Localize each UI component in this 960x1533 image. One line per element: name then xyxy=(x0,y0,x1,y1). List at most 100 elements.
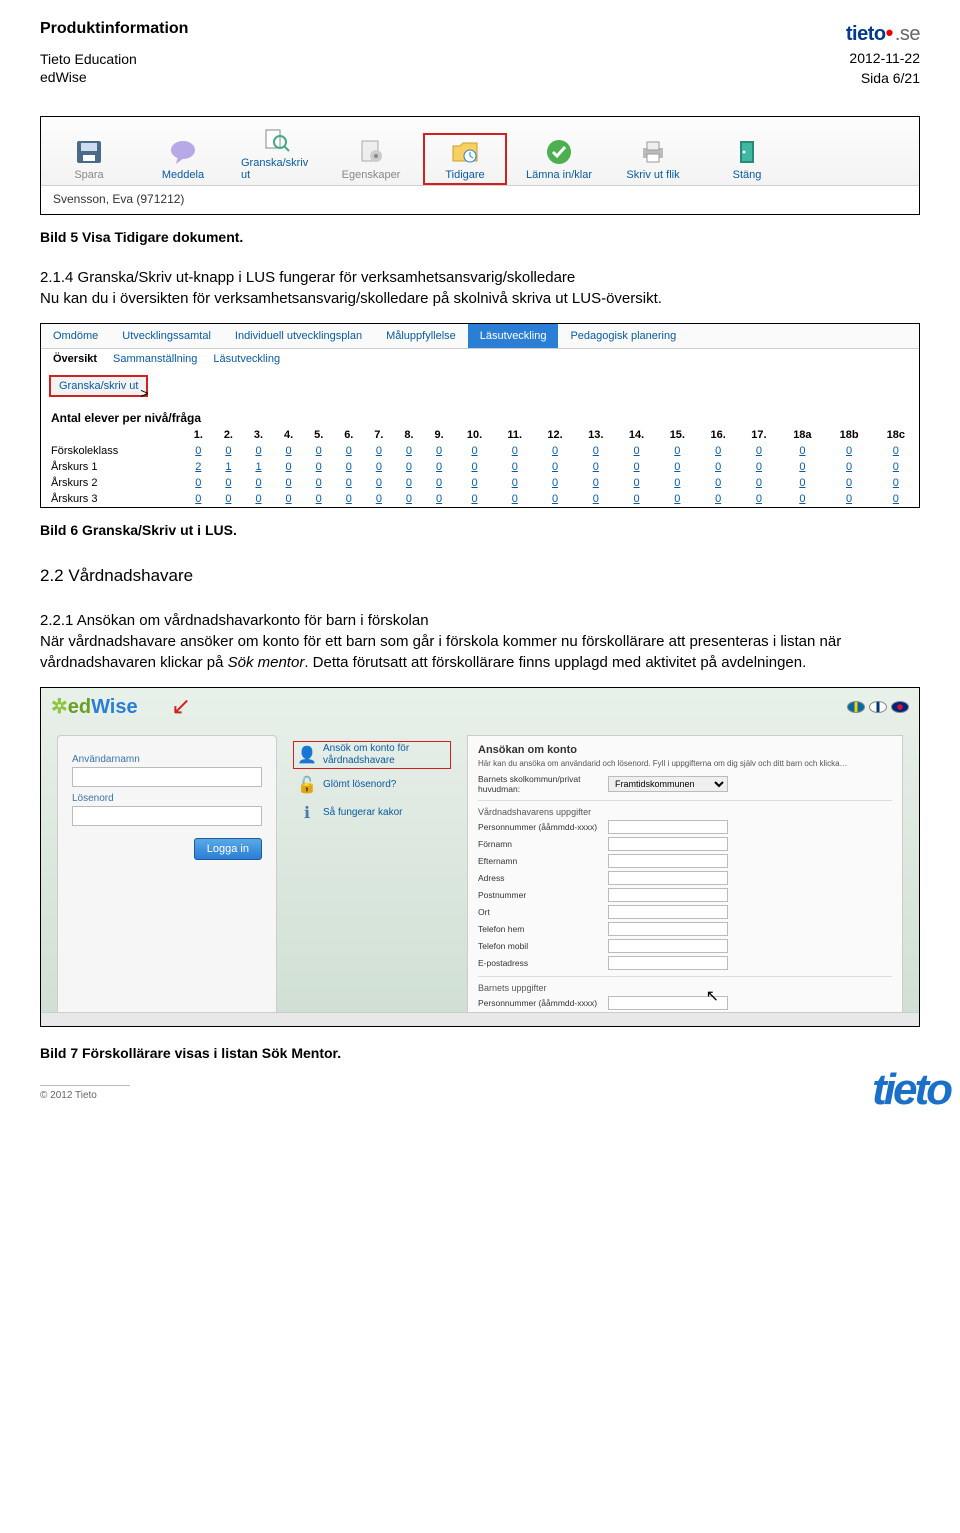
table-cell[interactable]: 0 xyxy=(394,459,424,475)
table-cell[interactable]: 0 xyxy=(394,443,424,459)
toolbar-l-mna-in-klar[interactable]: Lämna in/klar xyxy=(523,137,595,181)
subtab-läsutveckling[interactable]: Läsutveckling xyxy=(213,353,280,365)
table-cell[interactable]: 1 xyxy=(213,459,243,475)
table-cell[interactable]: 0 xyxy=(213,491,243,507)
table-cell[interactable]: 0 xyxy=(304,475,334,491)
field-input[interactable] xyxy=(608,939,728,953)
table-cell[interactable]: 0 xyxy=(495,491,535,507)
tab-utvecklingssamtal[interactable]: Utvecklingssamtal xyxy=(110,324,223,348)
table-cell[interactable]: 0 xyxy=(274,443,304,459)
table-cell[interactable]: 0 xyxy=(243,475,273,491)
table-cell[interactable]: 0 xyxy=(575,443,616,459)
table-cell[interactable]: 0 xyxy=(243,491,273,507)
table-cell[interactable]: 0 xyxy=(616,443,657,459)
table-cell[interactable]: 0 xyxy=(616,459,657,475)
username-input[interactable] xyxy=(72,767,262,787)
table-cell[interactable]: 0 xyxy=(213,443,243,459)
field-input[interactable] xyxy=(608,837,728,851)
table-cell[interactable]: 0 xyxy=(616,491,657,507)
link-ans-k-om-konto-f-r-v-rdn[interactable]: 👤Ansök om konto för vårdnadshavare xyxy=(297,743,447,767)
table-cell[interactable]: 0 xyxy=(535,475,576,491)
field-input[interactable] xyxy=(608,871,728,885)
table-cell[interactable]: 0 xyxy=(825,491,872,507)
table-cell[interactable]: 0 xyxy=(424,491,454,507)
table-cell[interactable]: 0 xyxy=(616,475,657,491)
table-cell[interactable]: 0 xyxy=(304,459,334,475)
table-cell[interactable]: 0 xyxy=(213,475,243,491)
table-cell[interactable]: 0 xyxy=(657,459,698,475)
password-input[interactable] xyxy=(72,806,262,826)
table-cell[interactable]: 0 xyxy=(779,443,825,459)
field-input[interactable] xyxy=(608,956,728,970)
tab-omd-me[interactable]: Omdöme xyxy=(41,324,110,348)
table-cell[interactable]: 0 xyxy=(873,491,919,507)
table-cell[interactable]: 0 xyxy=(424,443,454,459)
table-cell[interactable]: 0 xyxy=(454,459,495,475)
table-cell[interactable]: 0 xyxy=(274,491,304,507)
table-cell[interactable]: 0 xyxy=(698,443,739,459)
tab-pedagogisk-planering[interactable]: Pedagogisk planering xyxy=(558,324,688,348)
table-cell[interactable]: 0 xyxy=(495,459,535,475)
field-input[interactable] xyxy=(608,888,728,902)
table-cell[interactable]: 0 xyxy=(575,475,616,491)
tab-l-sutveckling[interactable]: Läsutveckling xyxy=(468,324,559,348)
table-cell[interactable]: 0 xyxy=(183,443,213,459)
subtab-översikt[interactable]: Översikt xyxy=(53,353,97,365)
table-cell[interactable]: 2 xyxy=(183,459,213,475)
table-cell[interactable]: 1 xyxy=(243,459,273,475)
table-cell[interactable]: 0 xyxy=(304,491,334,507)
tab-m-luppfyllelse[interactable]: Måluppfyllelse xyxy=(374,324,468,348)
table-cell[interactable]: 0 xyxy=(424,475,454,491)
field-input[interactable] xyxy=(608,854,728,868)
table-cell[interactable]: 0 xyxy=(334,443,364,459)
table-cell[interactable]: 0 xyxy=(495,443,535,459)
table-cell[interactable]: 0 xyxy=(535,491,576,507)
table-cell[interactable]: 0 xyxy=(873,459,919,475)
table-cell[interactable]: 0 xyxy=(394,491,424,507)
toolbar-spara[interactable]: Spara xyxy=(53,137,125,181)
table-cell[interactable]: 0 xyxy=(873,475,919,491)
table-cell[interactable]: 0 xyxy=(698,491,739,507)
flag-se-icon[interactable] xyxy=(847,701,865,713)
subtab-sammanställning[interactable]: Sammanställning xyxy=(113,353,197,365)
field-input[interactable] xyxy=(608,922,728,936)
table-cell[interactable]: 0 xyxy=(183,491,213,507)
table-cell[interactable]: 0 xyxy=(183,475,213,491)
table-cell[interactable]: 0 xyxy=(495,475,535,491)
table-cell[interactable]: 0 xyxy=(535,443,576,459)
table-cell[interactable]: 0 xyxy=(739,459,780,475)
table-cell[interactable]: 0 xyxy=(274,475,304,491)
link-s-fungerar-kakor[interactable]: ℹSå fungerar kakor xyxy=(297,803,447,823)
table-cell[interactable]: 0 xyxy=(825,475,872,491)
table-cell[interactable]: 0 xyxy=(825,459,872,475)
toolbar-meddela[interactable]: Meddela xyxy=(147,137,219,181)
table-cell[interactable]: 0 xyxy=(364,443,394,459)
table-cell[interactable]: 0 xyxy=(657,443,698,459)
field-input[interactable] xyxy=(608,905,728,919)
table-cell[interactable]: 0 xyxy=(274,459,304,475)
tab-individuell-utvecklingsplan[interactable]: Individuell utvecklingsplan xyxy=(223,324,374,348)
table-cell[interactable]: 0 xyxy=(657,491,698,507)
field-input[interactable] xyxy=(608,820,728,834)
table-cell[interactable]: 0 xyxy=(739,443,780,459)
flag-fi-icon[interactable] xyxy=(869,701,887,713)
table-cell[interactable]: 0 xyxy=(657,475,698,491)
table-cell[interactable]: 0 xyxy=(334,475,364,491)
table-cell[interactable]: 0 xyxy=(779,491,825,507)
table-cell[interactable]: 0 xyxy=(243,443,273,459)
table-cell[interactable]: 0 xyxy=(825,443,872,459)
toolbar-skriv-ut-flik[interactable]: Skriv ut flik xyxy=(617,137,689,181)
table-cell[interactable]: 0 xyxy=(454,475,495,491)
login-button[interactable]: Logga in xyxy=(194,838,262,860)
table-cell[interactable]: 0 xyxy=(739,475,780,491)
table-cell[interactable]: 0 xyxy=(575,491,616,507)
table-cell[interactable]: 0 xyxy=(779,459,825,475)
table-cell[interactable]: 0 xyxy=(739,491,780,507)
table-cell[interactable]: 0 xyxy=(334,491,364,507)
table-cell[interactable]: 0 xyxy=(304,443,334,459)
table-cell[interactable]: 0 xyxy=(334,459,364,475)
municipality-select[interactable]: Framtidskommunen xyxy=(608,776,728,792)
table-cell[interactable]: 0 xyxy=(535,459,576,475)
link-gl-mt-l-senord-[interactable]: 🔓Glömt lösenord? xyxy=(297,775,447,795)
granska-skriv-ut-button[interactable]: Granska/skriv ut> xyxy=(49,375,148,397)
